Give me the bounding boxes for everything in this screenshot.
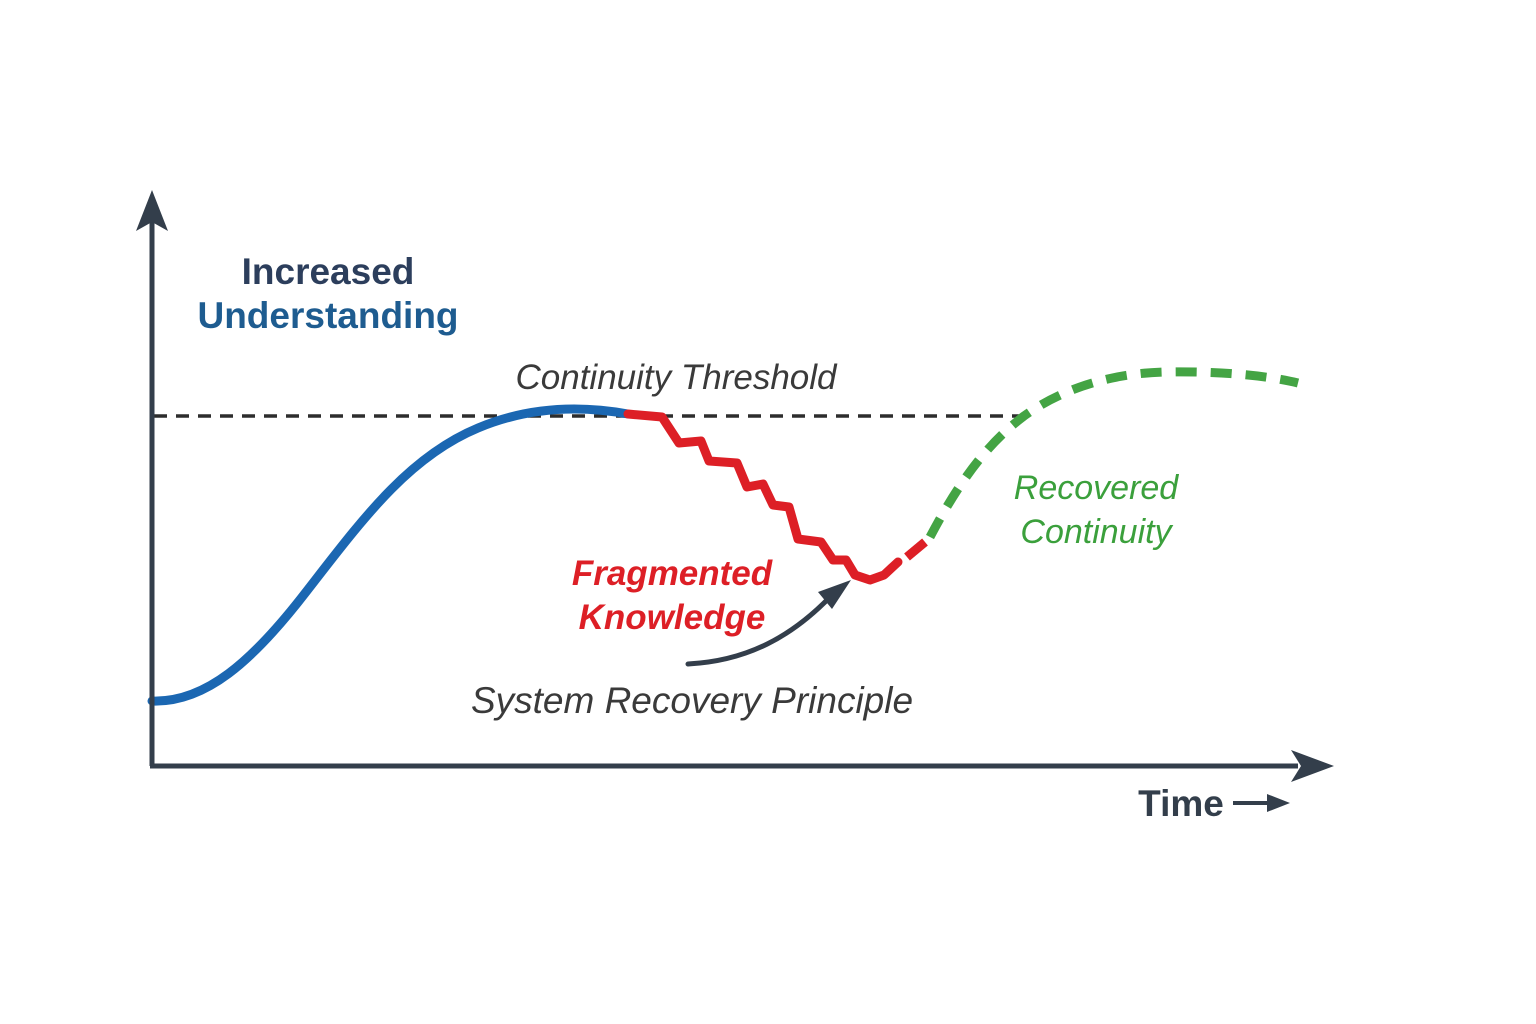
y-axis-arrowhead-icon	[136, 190, 168, 231]
x-axis-arrowhead-icon	[1291, 750, 1334, 782]
x-axis-label: Time	[1138, 783, 1224, 824]
y-axis-label-line2: Understanding	[197, 295, 458, 336]
annotation-arrow-shaft	[685, 594, 833, 667]
recovered-continuity-label-line1: Recovered	[1014, 469, 1180, 507]
recovered-continuity-curve	[926, 367, 1300, 540]
fragmented-knowledge-label-line1: Fragmented	[572, 554, 773, 593]
fragmented-knowledge-curve	[623, 409, 903, 585]
recovered-continuity-label-line2: Continuity	[1020, 513, 1173, 551]
system-recovery-principle-label: System Recovery Principle	[471, 680, 913, 721]
understanding-curve	[147, 404, 633, 706]
fragmented-knowledge-dash	[904, 538, 928, 561]
time-arrow-icon	[1267, 794, 1290, 812]
continuity-threshold-label: Continuity Threshold	[516, 358, 839, 397]
fragmented-knowledge-label-line2: Knowledge	[579, 598, 766, 637]
annotation-arrowhead-icon	[818, 580, 851, 609]
y-axis-label-line1: Increased	[242, 251, 415, 292]
